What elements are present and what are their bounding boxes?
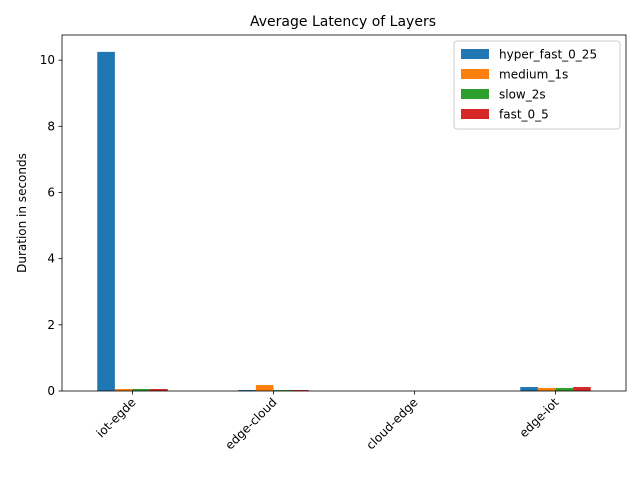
- bar-slow_2s-iot-egde: [132, 389, 151, 391]
- legend-swatch-slow_2s: [461, 89, 489, 99]
- legend-swatch-fast_0_5: [461, 109, 489, 119]
- bar-hyper_fast_0_25-edge-iot: [520, 387, 538, 391]
- x-tick-label: edge-iot: [517, 395, 562, 440]
- y-tick-label: 2: [47, 318, 55, 332]
- legend-swatch-hyper_fast_0_25: [461, 49, 489, 59]
- x-tick-label: edge-cloud: [222, 395, 279, 452]
- y-tick-label: 8: [47, 119, 55, 133]
- bar-fast_0_5-edge-iot: [573, 387, 591, 391]
- bar-medium_1s-iot-egde: [114, 389, 133, 391]
- legend-swatch-medium_1s: [461, 69, 489, 79]
- bar-fast_0_5-iot-egde: [150, 389, 168, 391]
- y-ticks-group: 0 2 4 6 8 10: [40, 53, 62, 398]
- y-tick-label: 10: [40, 53, 55, 67]
- legend-label-fast_0_5: fast_0_5: [499, 108, 549, 122]
- legend-label-slow_2s: slow_2s: [499, 88, 546, 102]
- bar-medium_1s-edge-iot: [537, 388, 556, 391]
- bar-hyper_fast_0_25-edge-cloud: [238, 390, 256, 391]
- x-tick-label: cloud-edge: [363, 395, 420, 452]
- y-tick-label: 0: [47, 384, 55, 398]
- bar-fast_0_5-edge-cloud: [291, 390, 309, 391]
- bar-medium_1s-edge-cloud: [255, 385, 274, 391]
- y-tick-label: 6: [47, 185, 55, 199]
- axes-group: [61, 34, 627, 392]
- legend-label-medium_1s: medium_1s: [499, 68, 568, 82]
- bar-hyper_fast_0_25-iot-egde: [97, 51, 115, 392]
- x-ticks-group: iot-egde edge-cloud cloud-edge edge-iot: [94, 391, 562, 452]
- y-tick-label: 4: [47, 252, 55, 266]
- bar-slow_2s-edge-iot: [555, 388, 574, 391]
- plot-frame: [61, 34, 627, 392]
- y-axis-label: Duration in seconds: [15, 153, 29, 273]
- legend-label-hyper_fast_0_25: hyper_fast_0_25: [499, 48, 597, 62]
- bar-slow_2s-edge-cloud: [273, 390, 292, 391]
- legend-frame: [453, 40, 621, 130]
- legend: hyper_fast_0_25 medium_1s slow_2s fast_0_5: [453, 40, 621, 130]
- bars-group: [97, 51, 591, 392]
- chart-title: Average Latency of Layers: [250, 14, 436, 30]
- x-tick-label: iot-egde: [94, 395, 139, 440]
